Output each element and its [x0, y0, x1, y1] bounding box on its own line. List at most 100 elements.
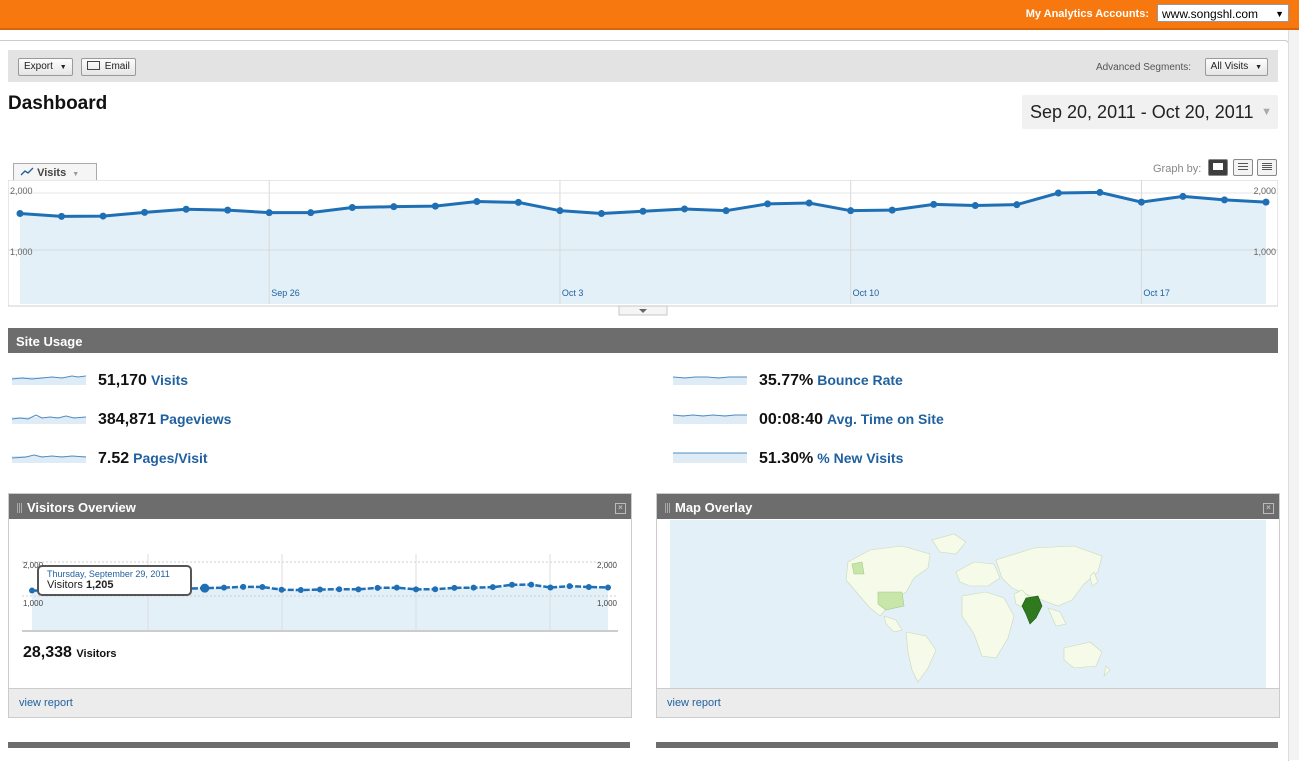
data-point	[393, 584, 400, 591]
data-point	[307, 209, 315, 217]
x-tick-label: Sep 26	[271, 288, 300, 298]
stat-visits[interactable]: 51,170 Visits	[12, 372, 612, 394]
stat-label: Pages/Visit	[133, 450, 208, 466]
data-point	[374, 584, 381, 591]
sparkline-icon	[12, 375, 86, 385]
site-usage-title: Site Usage	[16, 334, 83, 349]
y-tick-label: 2,000	[1253, 186, 1276, 196]
stat-pages-per-visit[interactable]: 7.52 Pages/Visit	[12, 450, 612, 472]
next-panel-header-left	[8, 742, 630, 748]
top-bar: My Analytics Accounts: www.songshl.com ▼	[0, 0, 1299, 30]
visitors-total: 28,338 Visitors	[23, 644, 117, 662]
data-point	[473, 198, 481, 206]
segments-select[interactable]: All Visits ▼	[1204, 58, 1268, 76]
chevron-down-icon: ▼	[1275, 9, 1284, 19]
data-point	[336, 586, 343, 593]
data-point	[489, 584, 496, 591]
data-point	[528, 581, 535, 588]
y-tick-label: 2,000	[10, 186, 33, 196]
y-tick-label: 1,000	[23, 599, 44, 608]
view-report-link[interactable]: view report	[667, 697, 721, 709]
date-range-text: Sep 20, 2011 - Oct 20, 2011	[1030, 102, 1254, 122]
graph-by-month-button[interactable]	[1257, 159, 1277, 176]
southeast-asia-shape	[1047, 607, 1067, 627]
data-point	[265, 209, 273, 217]
map-overlay-header[interactable]: Map Overlay ×	[657, 494, 1279, 519]
chevron-down-icon: ▼	[1255, 64, 1262, 71]
data-point	[1054, 189, 1062, 197]
data-point	[1262, 198, 1270, 206]
data-point	[58, 212, 66, 220]
data-point	[451, 584, 458, 591]
data-point	[432, 586, 439, 593]
x-tick-label: Oct 3	[562, 288, 584, 298]
japan-shape	[1089, 571, 1099, 587]
y-tick-label: 1,000	[10, 247, 33, 257]
stat-pageviews[interactable]: 384,871 Pageviews	[12, 411, 612, 433]
view-report-link[interactable]: view report	[19, 697, 73, 709]
close-icon[interactable]: ×	[1263, 503, 1274, 514]
page-title: Dashboard	[8, 93, 108, 114]
data-point	[971, 202, 979, 210]
data-point	[722, 207, 730, 215]
next-panel-header-right	[656, 742, 1278, 748]
graph-by-day-button[interactable]	[1208, 159, 1228, 176]
usa-shape	[877, 591, 905, 611]
map-overlay-panel: Map Overlay × view report	[656, 493, 1280, 718]
data-point	[141, 208, 149, 216]
map-overlay-title: Map Overlay	[675, 500, 753, 515]
data-point	[470, 584, 477, 591]
sparkline-icon	[12, 454, 86, 463]
stat-new-visits[interactable]: 51.30%% New Visits	[673, 450, 1273, 472]
y-tick-label: 2,000	[597, 561, 618, 570]
metric-tab[interactable]: Visits ▼	[13, 163, 97, 182]
stat-avg-time[interactable]: 00:08:40 Avg. Time on Site	[673, 411, 1273, 433]
email-label: Email	[104, 61, 130, 72]
visitors-overview-header[interactable]: Visitors Overview ×	[9, 494, 631, 519]
graph-by-week-button[interactable]	[1233, 159, 1253, 176]
australia-shape	[1063, 641, 1103, 669]
toolbar: Export ▼ Email Advanced Segments: All Vi…	[8, 50, 1278, 82]
central-america-shape	[883, 615, 903, 633]
x-tick-label: Oct 17	[1143, 288, 1170, 298]
tooltip-date: Thursday, September 29, 2011	[47, 569, 170, 579]
account-select[interactable]: www.songshl.com ▼	[1157, 4, 1289, 22]
data-point	[278, 586, 285, 593]
data-point	[297, 587, 304, 594]
data-point	[556, 207, 564, 215]
segments-label: Advanced Segments:	[1095, 62, 1191, 73]
y-tick-label: 1,000	[1253, 247, 1276, 257]
data-point	[547, 584, 554, 591]
chevron-down-icon: ▼	[72, 171, 80, 178]
data-point	[99, 212, 107, 220]
drag-handle-icon[interactable]	[665, 503, 671, 513]
drag-handle-icon[interactable]	[17, 503, 23, 513]
segments-value: All Visits	[1210, 61, 1249, 72]
date-range-picker[interactable]: Sep 20, 2011 - Oct 20, 2011 ▼	[1022, 95, 1278, 129]
close-icon[interactable]: ×	[615, 503, 626, 514]
data-point	[514, 198, 522, 206]
account-selected-value: www.songshl.com	[1162, 7, 1259, 21]
scrollbar-track[interactable]	[1288, 30, 1299, 760]
data-point	[413, 586, 419, 593]
world-map[interactable]	[670, 520, 1266, 688]
data-point	[317, 586, 323, 593]
data-point	[509, 581, 515, 588]
data-point	[639, 207, 647, 215]
sparkline-icon	[673, 376, 747, 385]
export-label: Export	[24, 61, 53, 72]
data-point	[566, 583, 573, 590]
data-point	[182, 205, 190, 213]
stat-value: 384,871	[98, 411, 156, 428]
stat-label: Pageviews	[159, 411, 232, 427]
africa-shape	[961, 591, 1015, 659]
stat-value: 7.52	[98, 450, 130, 467]
x-tick-label: Oct 10	[853, 288, 880, 298]
email-button[interactable]: Email	[81, 58, 136, 76]
export-button[interactable]: Export ▼	[18, 58, 73, 76]
data-point	[16, 210, 24, 218]
stat-bounce-rate[interactable]: 35.77% Bounce Rate	[673, 372, 1273, 394]
map-overlay-footer: view report	[657, 688, 1279, 717]
data-point	[29, 587, 35, 594]
stat-label: % New Visits	[817, 450, 904, 466]
